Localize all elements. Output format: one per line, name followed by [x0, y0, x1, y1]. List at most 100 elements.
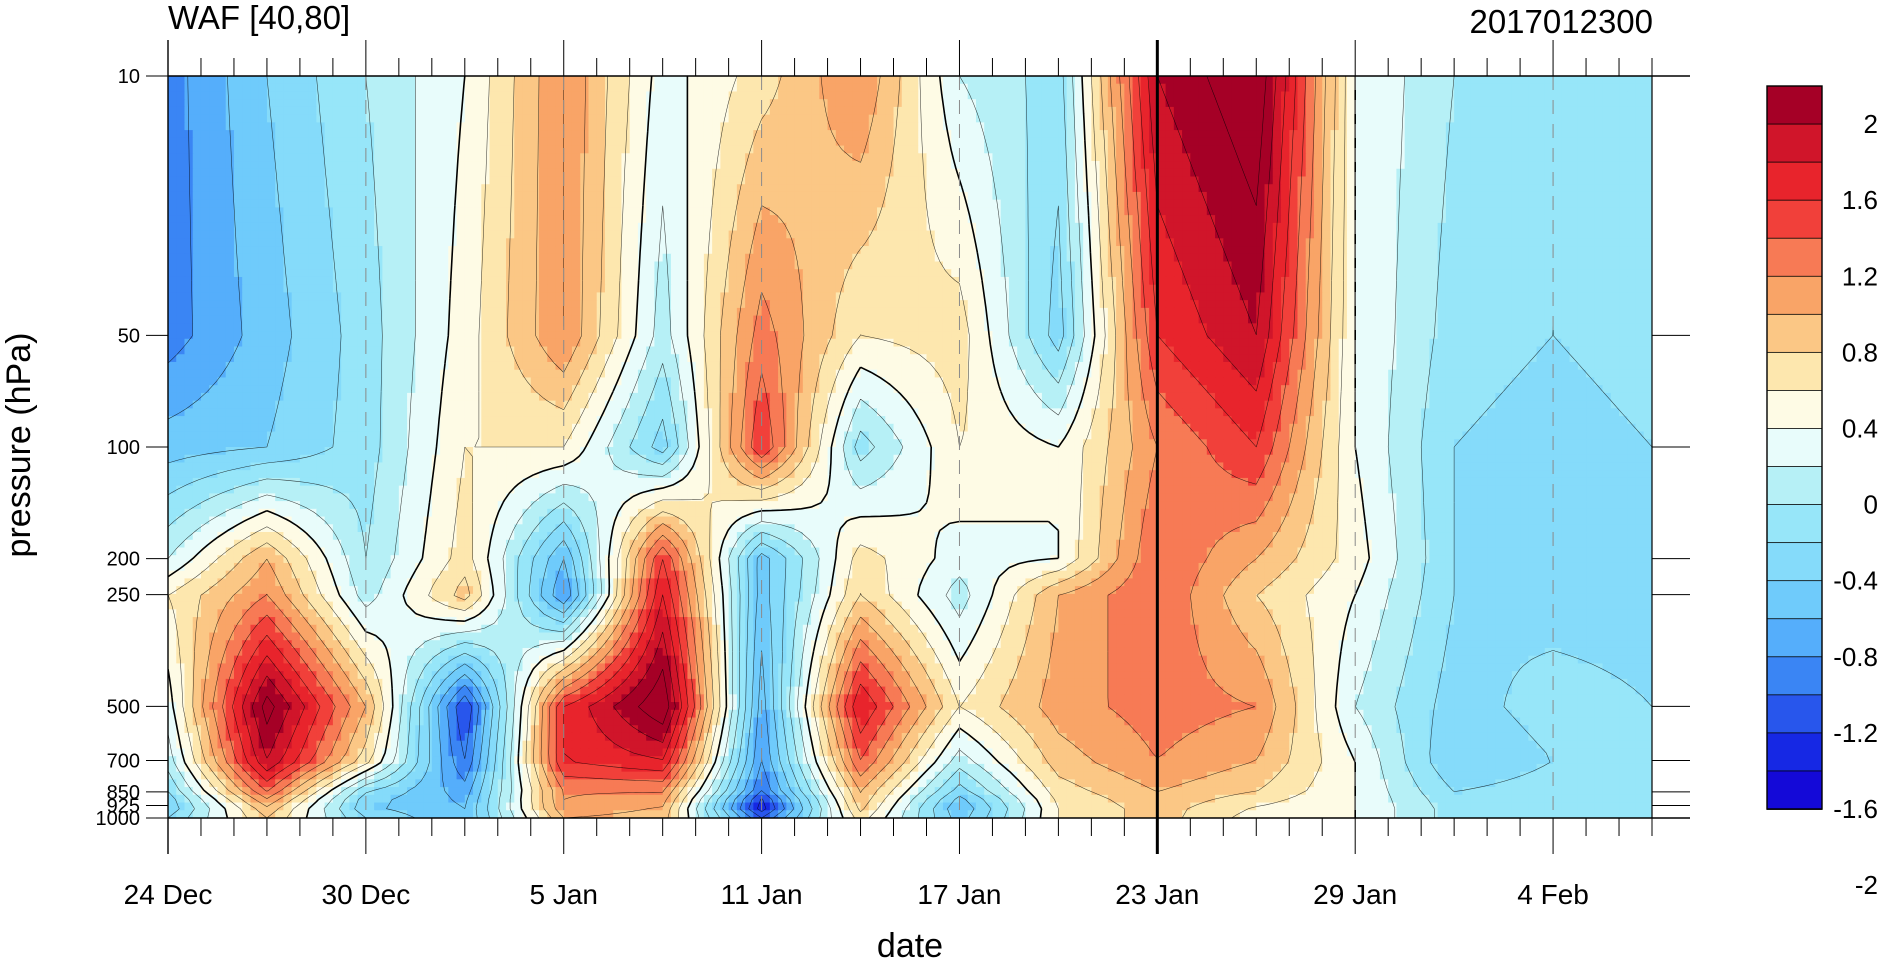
contour-cell [712, 215, 721, 224]
contour-cell [357, 215, 367, 224]
contour-cell [522, 184, 532, 193]
contour-cell [324, 114, 334, 123]
contour-cell [299, 230, 309, 239]
contour-cell [1619, 191, 1628, 201]
contour-cell [926, 184, 936, 193]
contour-cell [687, 99, 697, 108]
contour-cell [1511, 238, 1521, 247]
contour-cell [1124, 230, 1134, 239]
contour-cell [1107, 191, 1117, 201]
contour-cell [901, 215, 911, 224]
contour-cell [1305, 276, 1315, 286]
contour-cell [382, 91, 392, 100]
contour-cell [250, 99, 260, 108]
contour-cell [1396, 215, 1406, 224]
contour-cell [514, 168, 524, 178]
contour-cell [1239, 130, 1249, 139]
contour-cell [168, 122, 177, 131]
contour-cell [745, 246, 754, 255]
contour-cell [794, 191, 804, 201]
contour-cell [1215, 161, 1224, 170]
contour-cell [291, 176, 301, 185]
contour-cell [679, 145, 688, 154]
contour-cell [1553, 122, 1562, 131]
contour-cell [728, 269, 738, 278]
contour-cell [1231, 207, 1241, 216]
contour-cell [1462, 161, 1472, 170]
contour-cell [217, 191, 227, 201]
contour-cell [588, 83, 598, 93]
contour-cell [1248, 99, 1257, 108]
contour-cell [629, 284, 639, 294]
contour-cell [390, 253, 400, 263]
contour-cell [1248, 253, 1257, 263]
contour-cell [1635, 191, 1645, 201]
contour-cell [802, 83, 812, 93]
contour-cell [1025, 215, 1035, 224]
contour-cell [1388, 215, 1398, 224]
contour-cell [827, 76, 837, 85]
contour-cell [703, 238, 713, 247]
contour-cell [1421, 83, 1430, 93]
contour-cell [250, 106, 260, 116]
contour-cell [539, 161, 548, 170]
contour-cell [555, 130, 565, 139]
contour-cell [1033, 176, 1043, 185]
contour-cell [324, 246, 334, 255]
contour-cell [893, 137, 903, 147]
contour-cell [1594, 83, 1604, 93]
contour-cell [1157, 106, 1167, 116]
contour-cell [258, 246, 268, 255]
contour-cell [1206, 269, 1216, 278]
contour-cell [654, 161, 664, 170]
contour-cell [1520, 99, 1529, 108]
contour-cell [769, 269, 779, 278]
contour-cell [349, 269, 359, 278]
contour-cell [398, 161, 408, 170]
contour-cell [1140, 153, 1150, 162]
contour-cell [464, 168, 474, 178]
contour-cell [695, 83, 705, 93]
contour-cell [629, 137, 639, 147]
contour-cell [868, 261, 878, 270]
contour-cell [1124, 261, 1134, 270]
contour-cell [1503, 191, 1513, 201]
contour-cell [184, 191, 194, 201]
contour-cell [1371, 253, 1381, 263]
contour-cell [382, 261, 392, 270]
contour-cell [827, 83, 837, 93]
contour-cell [431, 261, 441, 270]
contour-cell [1215, 137, 1224, 147]
contour-cell [275, 130, 285, 139]
contour-cell [349, 168, 359, 178]
contour-cell [629, 269, 639, 278]
contour-cell [679, 122, 688, 131]
contour-cell [1561, 184, 1571, 193]
contour-cell [530, 261, 540, 270]
contour-cell [1091, 91, 1101, 100]
contour-cell [720, 269, 730, 278]
contour-cell [473, 76, 482, 85]
contour-cell [918, 191, 928, 201]
contour-cell [1124, 253, 1134, 263]
contour-cell [390, 246, 400, 255]
contour-cell [1404, 207, 1414, 216]
contour-cell [448, 91, 458, 100]
contour-cell [1429, 76, 1439, 85]
contour-cell [959, 284, 969, 294]
contour-cell [596, 83, 606, 93]
contour-cell [852, 122, 862, 131]
contour-cell [695, 238, 705, 247]
contour-cell [1610, 199, 1620, 208]
contour-cell [670, 238, 680, 247]
contour-cell [1553, 106, 1562, 116]
contour-cell [1305, 130, 1315, 139]
contour-cell [176, 253, 186, 263]
contour-cell [1421, 114, 1430, 123]
contour-cell [604, 83, 614, 93]
contour-cell [1305, 215, 1315, 224]
contour-cell [217, 276, 227, 286]
contour-cell [761, 176, 771, 185]
contour-cell [1223, 145, 1233, 154]
contour-cell [423, 261, 433, 270]
